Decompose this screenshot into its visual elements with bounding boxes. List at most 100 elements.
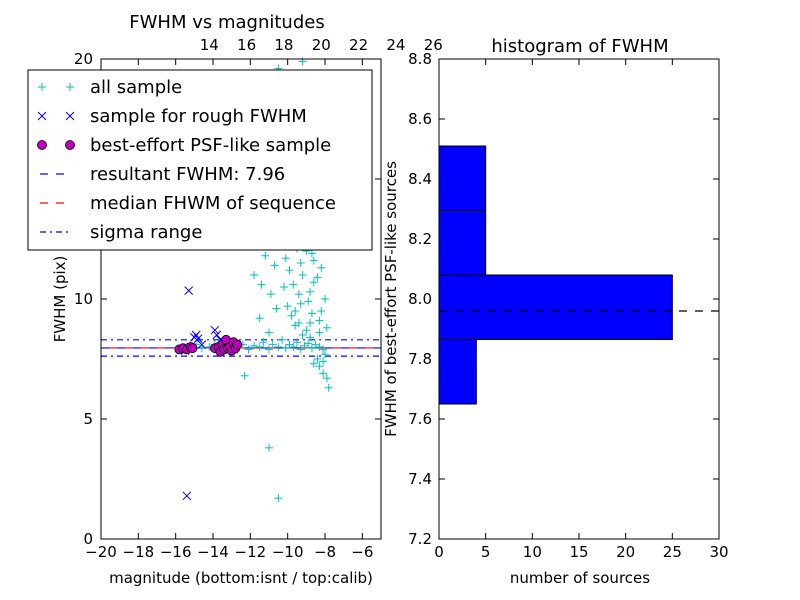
histogram-frame <box>438 58 720 540</box>
rough-sample-point <box>197 340 207 349</box>
all-sample-point <box>296 299 305 308</box>
legend-marker-swatch <box>65 140 75 150</box>
all-sample-point <box>298 271 307 279</box>
all-sample-point <box>309 256 318 265</box>
histogram-y-tick-label: 8.2 <box>408 230 432 248</box>
all-sample-point <box>278 335 287 344</box>
all-sample-point <box>293 338 301 347</box>
all-sample-point <box>281 344 290 353</box>
legend-label: sample for rough FWHM <box>90 106 307 127</box>
legend-marker-swatch <box>65 111 75 121</box>
scatter-ylabel: FWHM (pix) <box>51 256 69 343</box>
scatter-frame <box>100 58 382 540</box>
all-sample-point <box>302 326 311 335</box>
scatter-top-x-tick-label: 20 <box>312 36 331 54</box>
all-sample-point <box>313 273 322 282</box>
legend-marker-swatch <box>66 83 74 91</box>
all-sample-point <box>289 343 298 351</box>
all-sample-point <box>197 344 206 353</box>
histogram-y-tick-label: 8.6 <box>408 110 432 128</box>
scatter-y-tick-label: 0 <box>83 530 93 548</box>
histogram-bar <box>438 274 673 340</box>
all-sample-point <box>304 339 313 348</box>
legend-box <box>27 69 373 251</box>
scatter-x-ticks: −20 −18 −16 −14 −12 −10 −8 −6 <box>85 59 373 561</box>
all-sample-point <box>313 355 322 363</box>
scatter-plot: FWHM vs magnitudes magnitude (bottom:isn… <box>27 12 443 587</box>
all-sample-point <box>309 359 318 368</box>
histogram-title: histogram of FWHM <box>491 36 668 57</box>
psf-sample-point <box>187 343 198 354</box>
rough-sample-point <box>212 330 222 340</box>
scatter-top-x-tick-label: 16 <box>237 36 256 54</box>
all-sample-point <box>255 343 264 351</box>
rough-sample-point <box>182 491 192 501</box>
scatter-reference-lines <box>101 339 381 357</box>
all-sample-point <box>283 302 292 311</box>
legend-label: sigma range <box>90 222 202 243</box>
histogram-x-tick-label: 15 <box>569 543 588 561</box>
all-sample-point <box>265 345 273 354</box>
all-sample-point <box>324 383 333 392</box>
all-sample-point <box>319 357 328 366</box>
legend-label: all sample <box>90 77 182 98</box>
all-sample-point <box>296 345 305 354</box>
all-sample-point <box>319 369 328 378</box>
histogram-y-tick-label: 8.4 <box>408 170 432 188</box>
scatter-y-tick-label: 20 <box>74 50 93 68</box>
rough-sample-point <box>184 286 194 295</box>
histogram-bar <box>438 339 477 405</box>
all-sample-point <box>244 345 253 354</box>
psf-sample-point <box>232 339 243 350</box>
legend-marker-swatch <box>37 111 47 121</box>
histogram-x-tick-label: 5 <box>481 543 491 561</box>
histogram-y-tick-label: 7.8 <box>408 350 432 368</box>
legend-marker-swatch <box>37 140 47 150</box>
scatter-y-tick-label: 10 <box>74 290 93 308</box>
all-sample-point <box>317 263 326 272</box>
histogram-x-tick-label: 10 <box>523 543 542 561</box>
all-sample-point <box>274 343 283 351</box>
scatter-x-tick-label: −20 <box>85 543 117 561</box>
histogram-x-tick-label: 30 <box>709 543 728 561</box>
scatter-top-x-tick-label: 14 <box>200 36 219 54</box>
histogram-x-tick-label: 25 <box>663 543 682 561</box>
histogram-ylabel: FWHM of best-effort PSF-like sources <box>382 161 400 437</box>
all-sample-point <box>255 314 264 323</box>
scatter-x-tick-label: −8 <box>314 543 336 561</box>
scatter-x-tick-label: −14 <box>197 543 229 561</box>
histogram-plot: histogram of FWHM number of sources FWHM… <box>382 36 729 587</box>
all-sample-point <box>309 278 318 287</box>
all-sample-point <box>261 251 270 260</box>
scatter-x-tick-label: −16 <box>160 543 192 561</box>
all-sample-point <box>257 280 266 289</box>
histogram-y-tick-label: 8.0 <box>408 290 432 308</box>
histogram-y-tick-label: 7.4 <box>408 470 432 488</box>
legend-label: median FHWM of sequence <box>90 193 336 214</box>
all-sample-point <box>315 316 324 325</box>
scatter-x-tick-label: −18 <box>123 543 155 561</box>
all-sample-point <box>266 290 275 299</box>
legend-marker-swatch <box>38 83 46 91</box>
histogram-bar <box>438 145 487 211</box>
histogram-xlabel: number of sources <box>510 569 650 587</box>
histogram-y-ticks: 7.2 7.4 7.6 7.8 8.0 8.2 8.4 8.6 8.8 <box>408 50 719 548</box>
all-sample-point <box>321 350 329 359</box>
all-sample-point <box>291 307 300 315</box>
all-sample-point <box>274 494 283 503</box>
all-sample-point <box>285 266 294 275</box>
scatter-top-x-ticks: 14 16 18 20 22 24 26 <box>200 36 443 54</box>
all-sample-point <box>250 271 259 279</box>
all-sample-point <box>307 249 316 258</box>
histogram-x-ticks: 0 5 10 15 20 25 30 <box>434 59 729 561</box>
scatter-top-x-tick-label: 24 <box>386 36 405 54</box>
all-sample-point <box>322 374 331 383</box>
all-sample-point <box>296 259 305 267</box>
all-sample-point <box>317 307 326 315</box>
all-sample-point <box>281 254 290 263</box>
all-sample-point <box>306 287 315 296</box>
histogram-y-tick-label: 7.6 <box>408 410 432 428</box>
all-sample-point <box>265 328 273 337</box>
all-sample-point <box>289 280 298 289</box>
legend-label: resultant FWHM: 7.96 <box>90 164 285 185</box>
